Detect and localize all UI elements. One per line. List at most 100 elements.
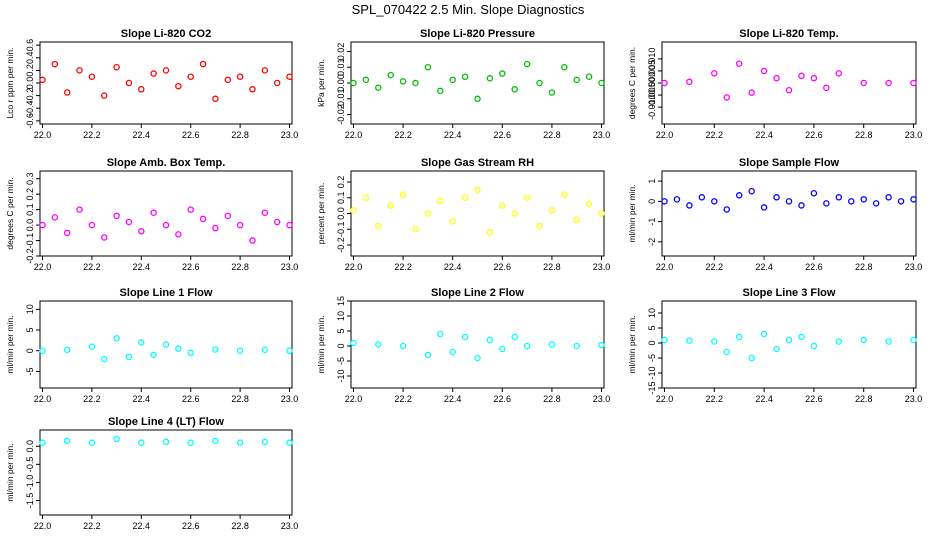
data-point — [399, 342, 407, 350]
chart-panel: Slope Line 4 (LT) Flow 22.0 22.2 22.4 22.6 22… — [5, 416, 298, 531]
y-tick-label: -0.02 — [336, 104, 346, 125]
y-axis-label: ml/min per min. — [5, 443, 15, 501]
data-point — [835, 70, 843, 77]
x-tick-label: 22.6 — [805, 130, 823, 140]
x-tick-label: 22.4 — [133, 262, 151, 272]
data-point — [798, 72, 805, 80]
data-point — [113, 212, 120, 220]
plot-frame — [350, 300, 605, 389]
data-point — [88, 343, 96, 350]
panel-title: Slope Line 4 (LT) Flow — [108, 416, 224, 428]
y-tick-label: -0.005 — [647, 82, 657, 108]
data-point — [113, 435, 120, 443]
data-point — [860, 79, 867, 87]
plot-frame — [661, 41, 917, 125]
data-point — [138, 228, 145, 235]
data-point — [88, 439, 96, 446]
data-point — [449, 348, 456, 356]
x-tick-label: 22.0 — [656, 130, 674, 140]
data-point — [412, 225, 419, 233]
data-point — [375, 84, 382, 91]
y-axis-label: ml/min per min. — [316, 315, 326, 373]
data-point — [125, 79, 133, 87]
data-point — [88, 221, 96, 229]
x-tick-label: 22.8 — [855, 262, 873, 272]
chart-panel: Slope Line 3 Flow 22.0 22.2 22.4 22.6 22.8 23.… — [627, 287, 922, 404]
data-point — [686, 78, 693, 86]
y-tick-label: -5 — [25, 367, 35, 375]
panel-title: Slope Line 3 Flow — [743, 287, 836, 299]
data-point — [100, 355, 108, 363]
y-tick-label: 10 — [25, 304, 35, 314]
data-point — [138, 439, 145, 446]
y-tick-label: -5 — [647, 354, 657, 362]
y-axis-label: kPa per min. — [316, 59, 326, 107]
data-point — [273, 218, 281, 226]
data-point — [162, 341, 170, 348]
data-point — [138, 86, 145, 93]
x-tick-label: 22.0 — [345, 394, 363, 404]
plot-frame — [350, 41, 605, 125]
data-point — [236, 347, 244, 354]
panel-title: Slope Li-820 CO2 — [121, 28, 211, 40]
data-point — [261, 67, 269, 74]
plot-frame — [350, 170, 605, 257]
x-tick-label: 23.0 — [905, 394, 923, 404]
data-point — [286, 221, 293, 229]
y-tick-label: 10 — [647, 308, 657, 318]
data-point — [760, 204, 768, 211]
y-tick-label: 0.0 — [25, 440, 35, 453]
x-tick-label: 22.4 — [444, 262, 462, 272]
x-tick-label: 22.2 — [706, 262, 724, 272]
data-point — [199, 60, 207, 68]
data-point — [224, 76, 232, 84]
x-tick-label: 22.0 — [345, 262, 363, 272]
data-point — [598, 210, 605, 217]
y-tick-label: 0.1 — [25, 203, 35, 216]
chart-panel: Slope Line 2 Flow 22.0 22.2 22.4 22.6 22.8 23.… — [316, 287, 610, 404]
y-tick-label: 0.0 — [25, 219, 35, 232]
data-point — [773, 345, 780, 353]
x-tick-label: 22.6 — [182, 394, 200, 404]
data-point — [175, 82, 182, 90]
data-point — [138, 339, 145, 346]
y-axis-label: ml/min per min. — [627, 315, 637, 373]
data-point — [236, 221, 244, 229]
data-point — [387, 71, 394, 79]
data-point — [113, 63, 120, 71]
data-point — [51, 214, 59, 221]
data-point — [150, 70, 157, 77]
data-point — [910, 196, 917, 203]
y-tick-label: 0 — [25, 348, 35, 353]
data-point — [723, 206, 730, 213]
y-tick-label: -0.5 — [25, 457, 35, 473]
y-tick-label: 0.1 — [336, 192, 346, 205]
y-tick-label: -5 — [336, 357, 346, 365]
panel-title: Slope Line 2 Flow — [431, 287, 524, 299]
data-point — [835, 194, 843, 201]
data-point — [585, 200, 593, 208]
y-tick-label: -0.010 — [647, 94, 657, 120]
x-tick-label: 22.2 — [83, 130, 101, 140]
data-point — [499, 202, 506, 209]
x-tick-label: 22.8 — [543, 394, 561, 404]
data-point — [187, 439, 194, 446]
x-tick-label: 23.0 — [281, 521, 299, 531]
data-point — [548, 341, 556, 348]
x-tick-label: 22.6 — [494, 130, 512, 140]
x-tick-label: 22.2 — [394, 394, 412, 404]
data-point — [486, 229, 494, 236]
data-point — [523, 60, 531, 68]
y-tick-label: -0.2 — [336, 237, 346, 253]
x-tick-label: 22.8 — [231, 521, 249, 531]
x-tick-label: 22.6 — [182, 130, 200, 140]
x-tick-label: 22.2 — [394, 262, 412, 272]
chart-panel: Slope Line 1 Flow 22.0 22.2 22.4 22.6 22.8 23.… — [5, 287, 298, 404]
data-point — [585, 73, 593, 80]
data-point — [486, 75, 494, 82]
data-point — [187, 73, 194, 80]
data-point — [499, 70, 506, 77]
data-point — [823, 84, 830, 92]
data-point — [735, 192, 743, 199]
